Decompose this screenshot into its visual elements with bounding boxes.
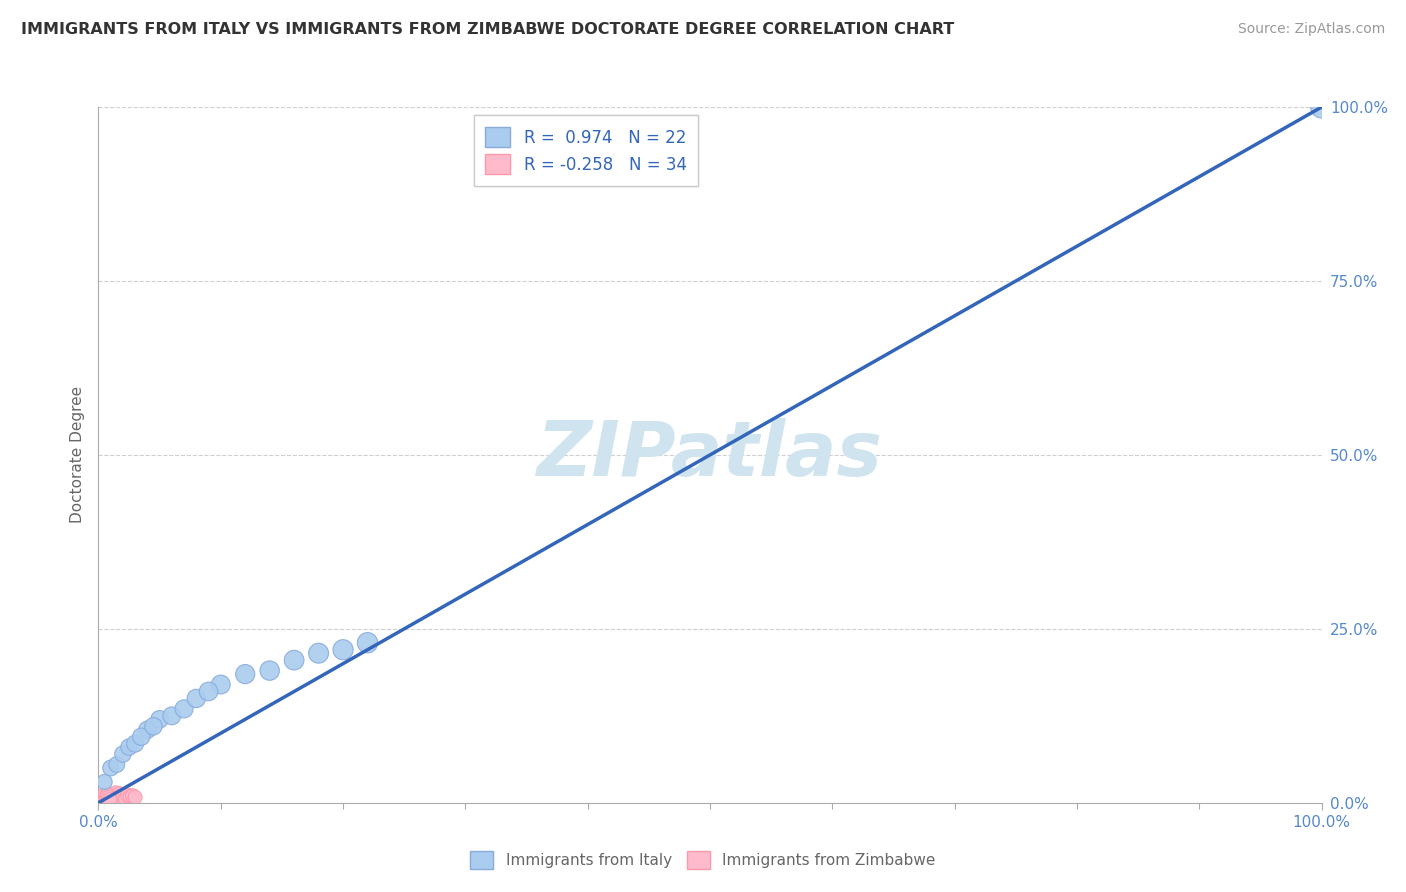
Point xyxy=(98,792,121,806)
Point xyxy=(97,790,120,805)
Point xyxy=(105,790,128,805)
Point xyxy=(259,664,281,678)
Point xyxy=(117,788,139,802)
Point xyxy=(96,789,118,804)
Point xyxy=(96,790,118,805)
Point xyxy=(160,708,183,723)
Point xyxy=(100,761,122,775)
Point xyxy=(100,791,122,805)
Point xyxy=(173,702,195,716)
Point xyxy=(105,757,128,772)
Text: IMMIGRANTS FROM ITALY VS IMMIGRANTS FROM ZIMBABWE DOCTORATE DEGREE CORRELATION C: IMMIGRANTS FROM ITALY VS IMMIGRANTS FROM… xyxy=(21,22,955,37)
Point xyxy=(209,677,232,691)
Point xyxy=(93,775,115,789)
Point xyxy=(89,794,111,808)
Point xyxy=(108,787,131,801)
Point xyxy=(308,646,330,660)
Point xyxy=(103,789,125,803)
Point xyxy=(124,790,146,805)
Point xyxy=(107,788,129,802)
Point xyxy=(118,740,141,755)
Point xyxy=(90,792,112,806)
Point xyxy=(111,789,134,803)
Legend: R =  0.974   N = 22, R = -0.258   N = 34: R = 0.974 N = 22, R = -0.258 N = 34 xyxy=(474,115,699,186)
Point xyxy=(111,791,134,805)
Point xyxy=(93,789,115,804)
Point xyxy=(91,791,114,805)
Point xyxy=(104,786,127,800)
Point xyxy=(121,789,143,803)
Point xyxy=(94,788,117,802)
Point xyxy=(1310,100,1333,114)
Point xyxy=(101,792,124,806)
Y-axis label: Doctorate Degree: Doctorate Degree xyxy=(69,386,84,524)
Point xyxy=(356,636,378,650)
Point xyxy=(142,719,165,733)
Point xyxy=(110,789,132,804)
Point xyxy=(89,793,111,807)
Point xyxy=(233,667,256,681)
Point xyxy=(197,684,219,698)
Point xyxy=(93,789,115,803)
Point xyxy=(332,642,354,657)
Point xyxy=(283,653,305,667)
Point xyxy=(120,789,142,804)
Point xyxy=(111,747,134,761)
Point xyxy=(91,790,114,805)
Legend: Immigrants from Italy, Immigrants from Zimbabwe: Immigrants from Italy, Immigrants from Z… xyxy=(464,845,942,875)
Point xyxy=(124,737,146,751)
Point xyxy=(90,791,112,805)
Point xyxy=(129,730,152,744)
Point xyxy=(91,791,114,805)
Text: Source: ZipAtlas.com: Source: ZipAtlas.com xyxy=(1237,22,1385,37)
Point xyxy=(94,788,117,802)
Point xyxy=(136,723,159,737)
Point xyxy=(98,788,121,802)
Point xyxy=(97,789,120,803)
Point xyxy=(101,791,124,805)
Point xyxy=(97,788,120,802)
Point xyxy=(149,712,172,726)
Point xyxy=(186,691,208,706)
Text: ZIPatlas: ZIPatlas xyxy=(537,418,883,491)
Point xyxy=(114,791,136,805)
